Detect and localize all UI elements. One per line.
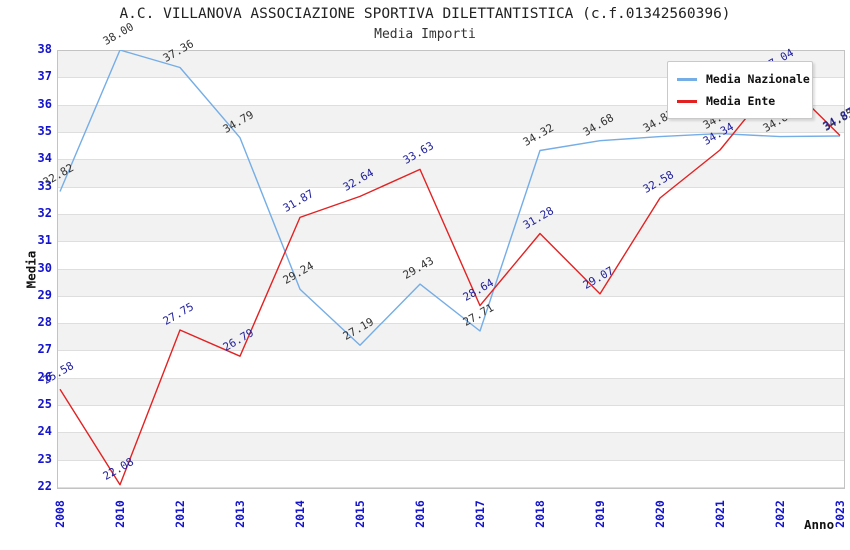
plot-band xyxy=(58,269,844,297)
x-axis-title: Anno xyxy=(804,517,835,532)
y-tick-label: 35 xyxy=(37,123,52,138)
y-tick-label: 28 xyxy=(37,315,52,330)
legend-line-swatch xyxy=(677,77,697,81)
legend-box: Media Nazionale Media Ente xyxy=(667,61,813,119)
plot-band xyxy=(58,433,844,461)
x-tick-label: 2019 xyxy=(593,500,607,528)
y-tick-label: 31 xyxy=(37,233,52,248)
legend-line-swatch xyxy=(677,99,697,103)
y-tick-label: 27 xyxy=(37,342,52,357)
chart-subtitle: Media Importi xyxy=(374,27,476,42)
legend-label: Media Nazionale xyxy=(706,72,810,86)
y-axis-title: Media xyxy=(23,250,39,289)
x-tick-label: 2016 xyxy=(413,500,427,528)
media-ente-line xyxy=(59,75,841,486)
x-tick-label: 2014 xyxy=(293,500,307,528)
series-lines xyxy=(59,50,841,486)
x-tick-label: 2017 xyxy=(473,500,487,528)
media-nazionale-line xyxy=(59,50,841,346)
y-tick-label: 30 xyxy=(37,260,52,275)
plot-band xyxy=(58,460,844,488)
plot-area xyxy=(57,50,845,489)
legend-item: Media Nazionale xyxy=(677,68,810,90)
y-tick-label: 32 xyxy=(37,205,52,220)
x-tick-label: 2023 xyxy=(833,500,847,528)
plot-band xyxy=(58,378,844,407)
legend-item: Media Ente xyxy=(677,90,803,112)
x-tick-label: 2012 xyxy=(173,500,187,528)
y-tick-label: 29 xyxy=(37,287,52,302)
y-tick-label: 25 xyxy=(37,397,52,412)
data-point-label: 38.00 xyxy=(100,20,136,48)
y-tick-label: 36 xyxy=(37,96,52,111)
x-tick-label: 2013 xyxy=(233,500,247,528)
x-tick-label: 2022 xyxy=(773,500,787,528)
x-tick-label: 2018 xyxy=(533,500,547,528)
plot-band xyxy=(58,351,844,379)
plot-band xyxy=(58,160,844,188)
plot-band xyxy=(58,214,844,243)
legend-label: Media Ente xyxy=(706,94,776,108)
chart-title: A.C. VILLANOVA ASSOCIAZIONE SPORTIVA DIL… xyxy=(119,6,731,22)
plot-band xyxy=(58,242,844,270)
y-tick-label: 37 xyxy=(37,69,52,84)
y-tick-label: 33 xyxy=(37,178,52,193)
x-tick-label: 2015 xyxy=(353,500,367,528)
x-tick-label: 2010 xyxy=(113,500,127,528)
plot-band xyxy=(58,406,844,434)
plot-band xyxy=(58,296,844,325)
plot-band xyxy=(58,187,844,215)
y-tick-label: 34 xyxy=(37,151,52,166)
x-tick-label: 2021 xyxy=(713,500,727,528)
y-tick-label: 24 xyxy=(37,424,52,439)
plot-band xyxy=(58,324,844,352)
y-tick-label: 38 xyxy=(37,42,52,56)
y-tick-label: 23 xyxy=(37,451,52,466)
x-tick-label: 2008 xyxy=(53,500,67,528)
x-tick-label: 2020 xyxy=(653,500,667,528)
y-tick-label: 22 xyxy=(37,479,52,493)
y-tick-label: 26 xyxy=(37,369,52,384)
